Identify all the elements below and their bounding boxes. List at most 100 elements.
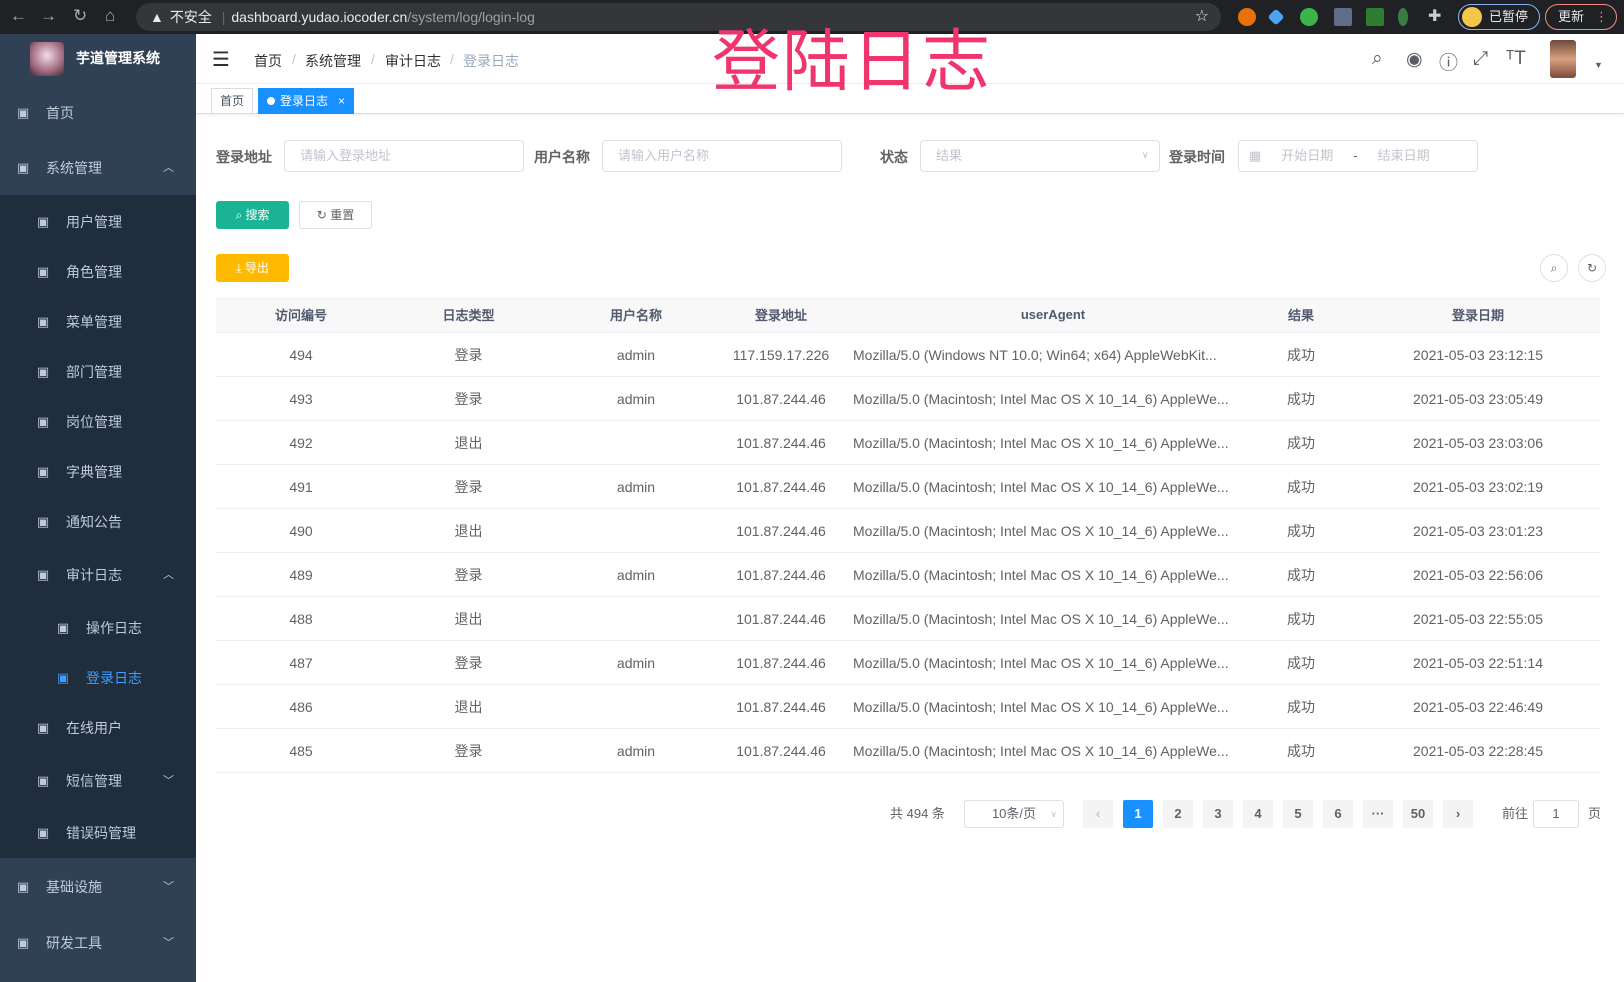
page-button[interactable]: 2 bbox=[1163, 800, 1193, 828]
sidebar-item[interactable]: ▣ 首页 bbox=[0, 88, 196, 138]
sidebar-item[interactable]: ▣ 在线用户 bbox=[0, 703, 196, 753]
ip-input[interactable]: 请输入登录地址 bbox=[284, 140, 524, 172]
extensions-puzzle-icon[interactable]: ✚ bbox=[1428, 8, 1442, 25]
table-cell: 退出 bbox=[454, 522, 483, 539]
table-row: 488 退出 101.87.244.46 Mozilla/5.0 (Macintosh… bbox=[216, 597, 1600, 641]
export-button[interactable]: ⤓ 导出 bbox=[216, 254, 289, 282]
question-icon[interactable]: ⓘ bbox=[1439, 53, 1459, 74]
table-header: 访问编号 日志类型 用户名称 登录地址 userAgent 结果 登录日期 bbox=[216, 297, 1600, 333]
status-select[interactable]: 结果 ∨ bbox=[920, 140, 1160, 172]
page-button[interactable]: 5 bbox=[1283, 800, 1313, 828]
chevron-down-icon: ∨ bbox=[1141, 150, 1149, 161]
update-button[interactable]: 更新 ⋮ bbox=[1545, 4, 1617, 30]
gear-icon: ▣ bbox=[16, 160, 30, 175]
search-icon[interactable]: ⌕ bbox=[1372, 48, 1383, 69]
toggle-search-icon[interactable]: ⌕ bbox=[1540, 254, 1568, 282]
submenu-background bbox=[0, 195, 196, 858]
table-cell bbox=[551, 421, 721, 464]
table-cell: Mozilla/5.0 (Macintosh; Intel Mac OS X 1… bbox=[853, 610, 1229, 627]
bookmark-star-icon[interactable]: ☆ bbox=[1194, 8, 1209, 25]
sidebar-item[interactable]: ▣ 岗位管理 bbox=[0, 397, 196, 447]
sidebar-item[interactable]: ▣ 用户管理 bbox=[0, 197, 196, 247]
table-cell: Mozilla/5.0 (Macintosh; Intel Mac OS X 1… bbox=[853, 522, 1229, 539]
page-button[interactable]: 50 bbox=[1403, 800, 1433, 828]
search-button[interactable]: ⌕ 搜索 bbox=[216, 201, 289, 229]
profile-paused-button[interactable]: 已暂停 bbox=[1458, 4, 1540, 30]
table-cell: 2021-05-03 22:51:14 bbox=[1413, 654, 1543, 671]
table-cell: 成功 bbox=[1287, 698, 1315, 715]
sidebar-item[interactable]: ▣ 系统管理 ︿ bbox=[0, 143, 196, 193]
page-button[interactable]: 6 bbox=[1323, 800, 1353, 828]
table-row: 491 登录 admin 101.87.244.46 Mozilla/5.0 (Maci… bbox=[216, 465, 1600, 509]
sidebar-item[interactable]: ▣ 部门管理 bbox=[0, 347, 196, 397]
sidebar-item-label: 登录日志 bbox=[86, 670, 142, 686]
avatar[interactable] bbox=[1550, 40, 1576, 78]
prev-page-button[interactable]: ‹ bbox=[1083, 800, 1113, 828]
table-cell: 成功 bbox=[1287, 522, 1315, 539]
font-size-icon[interactable]: ᵀT bbox=[1506, 48, 1526, 69]
breadcrumb-home[interactable]: 首页 bbox=[254, 53, 282, 69]
next-page-button[interactable]: › bbox=[1443, 800, 1473, 828]
goto-page-input[interactable]: 1 bbox=[1533, 800, 1579, 828]
tag-login-log[interactable]: 登录日志 × bbox=[258, 88, 355, 114]
page-button[interactable]: 3 bbox=[1203, 800, 1233, 828]
fullscreen-icon[interactable]: ⤢ bbox=[1473, 48, 1489, 69]
table-cell: 101.87.244.46 bbox=[736, 478, 826, 495]
table-cell: userAgent bbox=[1020, 307, 1086, 322]
table-row: 490 退出 101.87.244.46 Mozilla/5.0 (Macintosh… bbox=[216, 509, 1600, 553]
sidebar-item[interactable]: ▣ 通知公告 bbox=[0, 497, 196, 547]
forward-icon[interactable]: → bbox=[40, 6, 57, 25]
username-input[interactable]: 请输入用户名称 bbox=[602, 140, 842, 172]
extension-icon[interactable] bbox=[1238, 8, 1256, 26]
breadcrumb-system[interactable]: 系统管理 bbox=[305, 53, 361, 69]
sidebar-item[interactable]: ▣ 字典管理 bbox=[0, 447, 196, 497]
home-icon[interactable]: ⌂ bbox=[105, 6, 116, 25]
sidebar-item-label: 部门管理 bbox=[66, 364, 122, 380]
page-button[interactable]: 1 bbox=[1123, 800, 1153, 828]
sidebar-item[interactable]: ▣ 研发工具 ﹀ bbox=[0, 918, 196, 968]
sidebar-item[interactable]: ▣ 基础设施 ﹀ bbox=[0, 862, 196, 912]
table-row: 485 登录 admin 101.87.244.46 Mozilla/5.0 (Maci… bbox=[216, 729, 1600, 773]
reset-button[interactable]: ↻ 重置 bbox=[299, 201, 372, 229]
github-icon[interactable]: ◉ bbox=[1406, 49, 1423, 70]
navbar: ☰ 首页 / 系统管理 / 审计日志 / 登录日志 ⌕ ◉ ⓘ ⤢ ᵀT ▼ bbox=[196, 34, 1624, 84]
sidebar-item[interactable]: ▣ 菜单管理 bbox=[0, 297, 196, 347]
extension-icon[interactable] bbox=[1267, 8, 1285, 26]
address-bar[interactable]: ▲ 不安全 | dashboard.yudao.iocoder.cn/system/… bbox=[136, 3, 1221, 31]
refresh-icon[interactable]: ↻ bbox=[1578, 254, 1606, 282]
breadcrumb-audit[interactable]: 审计日志 bbox=[385, 53, 441, 69]
caret-down-icon[interactable]: ▼ bbox=[1594, 60, 1603, 70]
sidebar-item[interactable]: ▣ 审计日志 ︿ bbox=[0, 550, 196, 600]
page-button[interactable]: ··· bbox=[1363, 800, 1393, 828]
extension-icon[interactable] bbox=[1334, 8, 1352, 26]
sidebar-item-label: 短信管理 bbox=[66, 773, 122, 789]
reload-icon[interactable]: ↻ bbox=[73, 6, 88, 25]
table-cell: Mozilla/5.0 (Macintosh; Intel Mac OS X 1… bbox=[853, 742, 1229, 759]
extension-icon[interactable] bbox=[1398, 8, 1408, 26]
date-range-picker[interactable]: ▦ 开始日期 - 结束日期 bbox=[1238, 140, 1478, 172]
table-cell: 登录 bbox=[454, 478, 483, 495]
back-icon[interactable]: ← bbox=[10, 6, 27, 25]
tree-table-icon: ▣ bbox=[36, 314, 50, 329]
extension-icon[interactable] bbox=[1366, 8, 1384, 26]
table-cell: 退出 bbox=[454, 610, 483, 627]
ip-label: 登录地址 bbox=[216, 149, 272, 165]
sidebar-item[interactable]: ▣ 角色管理 bbox=[0, 247, 196, 297]
tool-icon: ▣ bbox=[16, 935, 30, 950]
calendar-icon: ▦ bbox=[1249, 148, 1262, 163]
close-icon[interactable]: × bbox=[338, 94, 346, 108]
table-cell: 2021-05-03 22:55:05 bbox=[1413, 610, 1543, 627]
sidebar-item[interactable]: ▣ 短信管理 ﹀ bbox=[0, 756, 196, 806]
login-log-table: 访问编号 日志类型 用户名称 登录地址 userAgent 结果 登录日期 494 登录 admi… bbox=[216, 297, 1600, 773]
sidebar-item[interactable]: ▣ 操作日志 bbox=[0, 603, 196, 653]
table-cell: 2021-05-03 22:46:49 bbox=[1413, 698, 1543, 715]
sidebar-item[interactable]: ▣ 登录日志 bbox=[0, 653, 196, 703]
page-size-select[interactable]: 10条/页 ∨ bbox=[964, 800, 1064, 828]
sidebar-item[interactable]: ▣ 错误码管理 bbox=[0, 808, 196, 858]
tag-home[interactable]: 首页 bbox=[211, 88, 254, 114]
hamburger-icon[interactable]: ☰ bbox=[212, 49, 230, 71]
extension-icon[interactable] bbox=[1300, 8, 1318, 26]
table-row: 492 退出 101.87.244.46 Mozilla/5.0 (Macintosh… bbox=[216, 421, 1600, 465]
code-icon: ▣ bbox=[36, 825, 50, 840]
page-button[interactable]: 4 bbox=[1243, 800, 1273, 828]
